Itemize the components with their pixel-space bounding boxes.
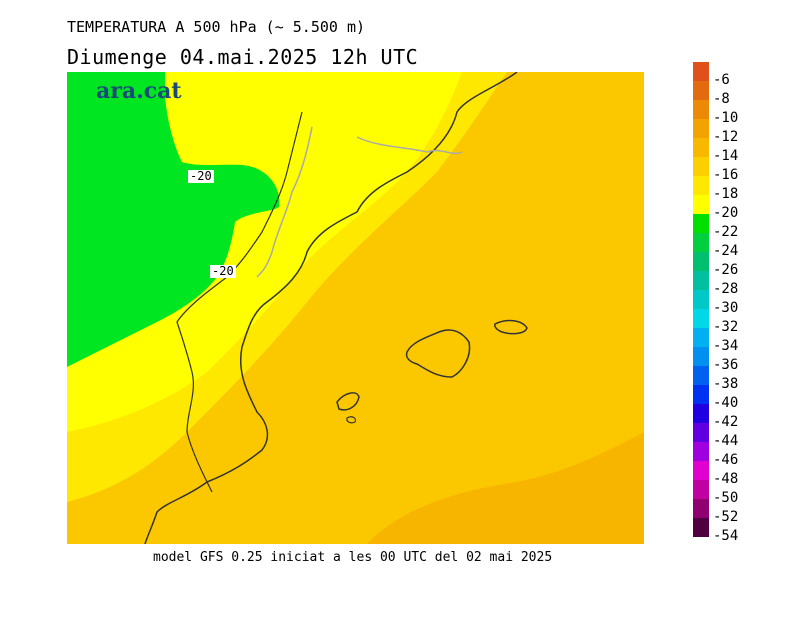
model-footer: model GFS 0.25 iniciat a les 00 UTC del … <box>153 550 553 565</box>
map-title: TEMPERATURA A 500 hPa (~ 5.500 m) <box>67 18 366 36</box>
legend-swatch <box>693 176 709 195</box>
contour-label: -20 <box>188 169 214 183</box>
border-line <box>256 126 463 278</box>
island-menorca <box>494 319 528 335</box>
legend-swatch <box>693 518 709 537</box>
region-boundary <box>176 111 303 493</box>
brand-logo: ara.cat <box>96 78 182 104</box>
legend-swatch <box>693 442 709 461</box>
legend-label: -24 <box>713 243 739 259</box>
legend-label: -42 <box>713 414 739 430</box>
field-green <box>67 72 280 367</box>
island-mallorca <box>405 329 471 378</box>
legend-label: -50 <box>713 490 739 506</box>
legend-label: -48 <box>713 471 739 487</box>
legend-swatch <box>693 480 709 499</box>
legend-swatch <box>693 81 709 100</box>
legend-label: -30 <box>713 300 739 316</box>
legend-swatch <box>693 461 709 480</box>
map-subtitle: Diumenge 04.mai.2025 12h UTC <box>67 45 419 69</box>
legend-swatch <box>693 328 709 347</box>
legend-swatch <box>693 271 709 290</box>
legend-swatch <box>693 366 709 385</box>
temperature-map <box>67 72 644 544</box>
field-deep-orange <box>367 432 644 544</box>
legend-label: -44 <box>713 433 739 449</box>
island-formentera <box>346 416 357 424</box>
legend-swatch <box>693 252 709 271</box>
legend-label: -52 <box>713 509 739 525</box>
legend-label: -18 <box>713 186 739 202</box>
legend-swatch <box>693 138 709 157</box>
legend-label: -22 <box>713 224 739 240</box>
legend-swatch <box>693 309 709 328</box>
legend-swatch <box>693 385 709 404</box>
legend-label: -26 <box>713 262 739 278</box>
legend-swatch <box>693 119 709 138</box>
legend-label: -40 <box>713 395 739 411</box>
legend-label: -38 <box>713 376 739 392</box>
legend-label: -14 <box>713 148 739 164</box>
legend-swatch <box>693 290 709 309</box>
legend-label: -36 <box>713 357 739 373</box>
legend-swatch <box>693 157 709 176</box>
legend-swatch <box>693 62 709 81</box>
legend-label: -32 <box>713 319 739 335</box>
color-legend <box>693 62 709 537</box>
legend-swatch <box>693 423 709 442</box>
legend-swatch <box>693 100 709 119</box>
legend-label: -16 <box>713 167 739 183</box>
legend-label: -28 <box>713 281 739 297</box>
legend-swatch <box>693 233 709 252</box>
legend-label: -6 <box>713 72 730 88</box>
legend-label: -20 <box>713 205 739 221</box>
legend-label: -34 <box>713 338 739 354</box>
island-eivissa <box>336 392 360 411</box>
legend-label: -54 <box>713 528 739 544</box>
legend-swatch <box>693 347 709 366</box>
legend-swatch <box>693 214 709 233</box>
legend-swatch <box>693 404 709 423</box>
legend-label: -8 <box>713 91 730 107</box>
legend-label: -12 <box>713 129 739 145</box>
legend-swatch <box>693 499 709 518</box>
legend-label: -46 <box>713 452 739 468</box>
legend-swatch <box>693 195 709 214</box>
legend-label: -10 <box>713 110 739 126</box>
contour-label: -20 <box>210 264 236 278</box>
